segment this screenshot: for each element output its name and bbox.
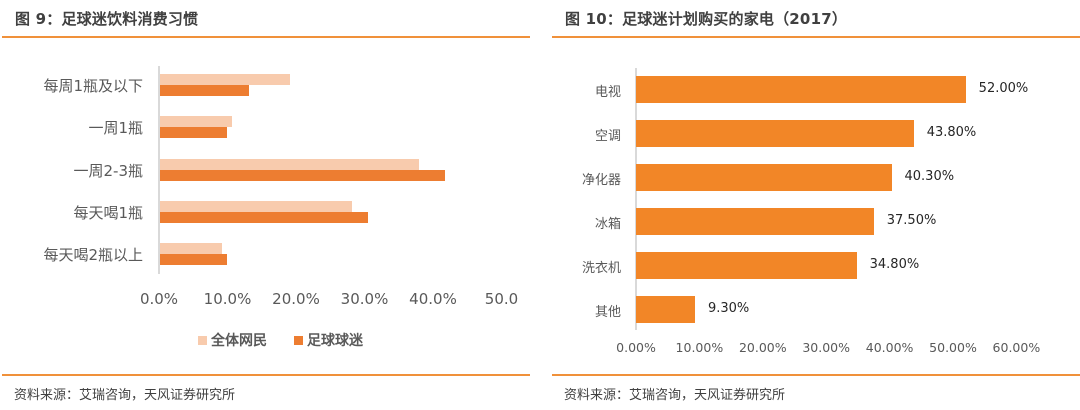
legend-item-football-fans: 足球球迷 — [294, 330, 363, 350]
x-tick-label: 60.00% — [992, 340, 1041, 355]
data-value-label: 43.80% — [926, 124, 977, 140]
bar-appliance — [636, 251, 857, 279]
x-tick-label: 10.0% — [203, 290, 252, 308]
title-underline — [552, 36, 1080, 38]
category-label: 电视 — [594, 85, 621, 100]
bar-football-fans — [160, 169, 445, 181]
x-tick-label: 10.00% — [675, 340, 724, 355]
data-value-label: 34.80% — [869, 256, 920, 272]
bar-all-netizens — [160, 243, 222, 255]
data-value-label: 52.00% — [978, 81, 1029, 96]
legend-label: 全体网民 — [211, 333, 267, 349]
category-label: 空调 — [594, 128, 621, 144]
bar-all-netizens — [160, 158, 419, 170]
bar-all-netizens — [160, 116, 232, 128]
x-tick-label: 20.0% — [272, 290, 320, 308]
category-label: 其他 — [594, 304, 621, 320]
category-label: 净化器 — [581, 172, 621, 188]
x-tick-label: 0.0% — [139, 290, 179, 308]
bar-appliance — [636, 163, 892, 191]
figure-10-panel: 图 10：足球迷计划购买的家电（2017） 电视空调净化器冰箱洗衣机其他 52.… — [540, 0, 1080, 410]
source-note: 资料来源：艾瑞咨询，天风证券研究所 — [564, 388, 786, 403]
title-underline — [2, 36, 530, 38]
x-tick-label: 40.00% — [865, 340, 914, 355]
category-label: 每天喝1瓶 — [73, 203, 143, 222]
category-label: 冰箱 — [594, 216, 621, 232]
figure-9-title: 图 9：足球迷饮料消费习惯 — [15, 10, 199, 28]
x-tick-label: 50.0 — [484, 290, 519, 308]
category-label: 每天喝2瓶以上 — [43, 246, 143, 265]
bar-all-netizens — [160, 74, 291, 85]
category-label: 一周1瓶 — [88, 119, 143, 138]
data-value-label: 40.30% — [904, 168, 955, 184]
x-tick-label: 20.00% — [738, 340, 787, 355]
x-tick-label: 30.0% — [340, 290, 389, 308]
data-value-label: 9.30% — [707, 300, 750, 316]
source-note: 资料来源：艾瑞咨询，天风证券研究所 — [14, 388, 236, 403]
legend-label: 足球球迷 — [307, 333, 363, 349]
category-label: 每周1瓶及以下 — [43, 77, 143, 95]
data-value-label: 37.50% — [886, 212, 937, 228]
bar-all-netizens — [160, 200, 352, 212]
category-label: 洗衣机 — [581, 260, 621, 276]
bar-football-fans — [160, 127, 228, 139]
bar-appliance — [636, 295, 695, 323]
figure-9-panel: 图 9：足球迷饮料消费习惯 每周1瓶及以下一周1瓶一周2-3瓶 每天喝1瓶每天喝2… — [2, 10, 530, 403]
bar-football-fans — [160, 211, 369, 223]
x-tick-label: 40.0% — [409, 290, 457, 308]
figure-10-title: 图 10：足球迷计划购买的家电（2017） — [565, 10, 848, 28]
x-tick-label: 50.00% — [929, 340, 977, 355]
bar-appliance — [636, 119, 914, 147]
legend-item-all-netizens: 全体网民 — [198, 330, 267, 350]
bar-appliance — [636, 76, 966, 103]
y-axis-line — [158, 66, 160, 274]
bar-football-fans — [160, 254, 228, 266]
y-axis-line — [635, 68, 637, 330]
legend-swatch-icon — [294, 335, 303, 345]
source-divider — [2, 374, 530, 376]
source-divider — [552, 374, 1080, 376]
category-label: 一周2-3瓶 — [73, 161, 144, 180]
x-tick-label: 30.00% — [802, 340, 851, 355]
legend-swatch-icon — [198, 335, 207, 345]
x-tick-label: 0.00% — [616, 340, 656, 355]
bar-appliance — [636, 207, 874, 235]
bar-football-fans — [160, 85, 250, 96]
